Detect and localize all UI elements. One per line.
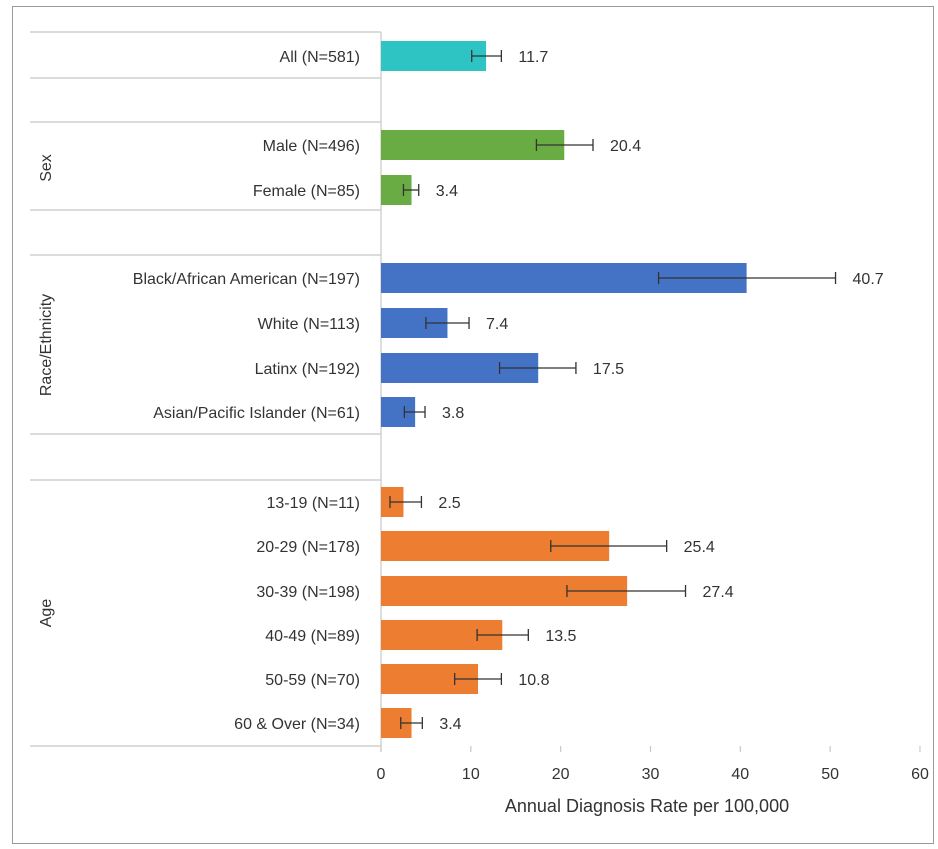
x-axis-title: Annual Diagnosis Rate per 100,000 — [505, 796, 789, 816]
category-label-all-n-581: All (N=581) — [280, 49, 360, 66]
x-tick-label-50: 50 — [821, 766, 839, 783]
category-label-white-n-113: White (N=113) — [258, 316, 360, 333]
group-label-race-ethnicity: Race/Ethnicity — [38, 294, 55, 396]
x-tick-label-30: 30 — [642, 766, 660, 783]
value-label-female-n-85: 3.4 — [436, 183, 458, 200]
labels-layer: All (N=581) 11.7 Sex Male (N=496) 20.4 Female… — [38, 49, 884, 733]
bar-all-n-581 — [381, 41, 487, 71]
value-label-black-african-american-n-197: 40.7 — [853, 271, 884, 288]
bars-layer — [381, 41, 837, 738]
x-tick-label-60: 60 — [911, 766, 929, 783]
category-label-50-59-n-70: 50-59 (N=70) — [265, 672, 360, 689]
category-label-30-39-n-198: 30-39 (N=198) — [256, 584, 360, 601]
x-tick-label-40: 40 — [731, 766, 749, 783]
category-label-40-49-n-89: 40-49 (N=89) — [265, 628, 360, 645]
value-label-asian-pacific-islander-n-61: 3.8 — [442, 405, 464, 422]
x-tick-label-10: 10 — [462, 766, 480, 783]
value-label-white-n-113: 7.4 — [486, 316, 508, 333]
value-label-40-49-n-89: 13.5 — [545, 628, 576, 645]
category-label-latinx-n-192: Latinx (N=192) — [255, 361, 360, 378]
value-label-13-19-n-11: 2.5 — [438, 495, 460, 512]
category-label-asian-pacific-islander-n-61: Asian/Pacific Islander (N=61) — [153, 405, 360, 422]
x-tick-label-0: 0 — [377, 766, 386, 783]
category-label-female-n-85: Female (N=85) — [253, 183, 360, 200]
category-label-male-n-496: Male (N=496) — [263, 138, 360, 155]
x-tick-label-20: 20 — [552, 766, 570, 783]
value-label-50-59-n-70: 10.8 — [518, 672, 549, 689]
value-label-latinx-n-192: 17.5 — [593, 361, 624, 378]
value-label-60-over-n-34: 3.4 — [439, 716, 461, 733]
category-label-20-29-n-178: 20-29 (N=178) — [256, 539, 360, 556]
value-label-30-39-n-198: 27.4 — [703, 584, 734, 601]
group-label-age: Age — [38, 599, 55, 628]
group-label-sex: Sex — [38, 154, 55, 182]
category-label-60-over-n-34: 60 & Over (N=34) — [234, 716, 360, 733]
bar-male-n-496 — [381, 130, 565, 160]
value-label-all-n-581: 11.7 — [518, 49, 548, 66]
value-label-male-n-496: 20.4 — [610, 138, 641, 155]
category-label-13-19-n-11: 13-19 (N=11) — [266, 495, 360, 512]
category-label-black-african-american-n-197: Black/African American (N=197) — [133, 271, 360, 288]
value-label-20-29-n-178: 25.4 — [684, 539, 715, 556]
x-axis: 0 10 20 30 40 50 60 — [377, 746, 929, 783]
